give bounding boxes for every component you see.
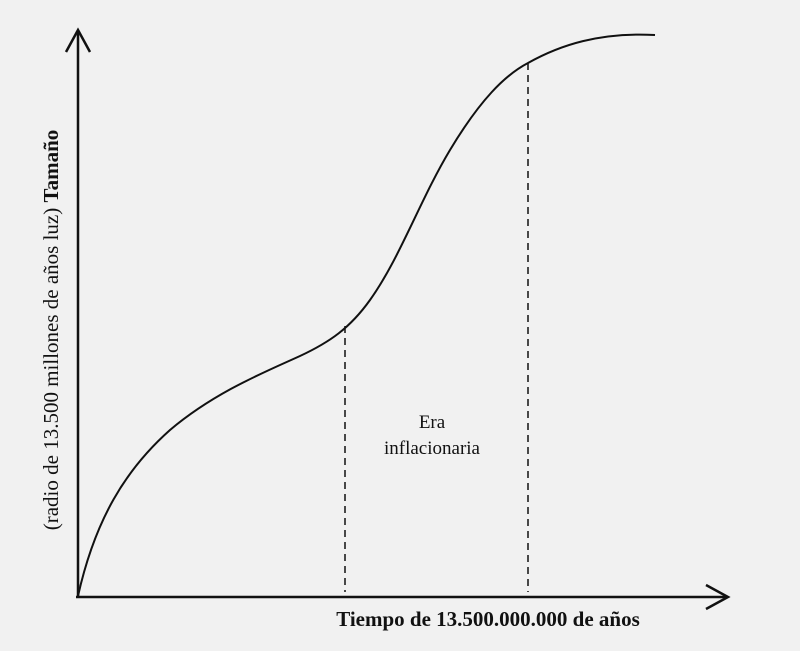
- y-axis-title: Tamaño: [39, 130, 63, 203]
- y-axis-note: (radio de 13.500 millones de años luz): [39, 208, 63, 531]
- x-axis-label: Tiempo de 13.500.000.000 de años: [336, 607, 640, 631]
- y-axis-label: (radio de 13.500 millones de años luz) T…: [39, 130, 63, 531]
- annotation-line: Era: [419, 412, 446, 433]
- annotation-line: inflacionaria: [384, 438, 481, 459]
- x-axis-arrow: [705, 583, 731, 611]
- y-axis-arrow: [64, 27, 92, 53]
